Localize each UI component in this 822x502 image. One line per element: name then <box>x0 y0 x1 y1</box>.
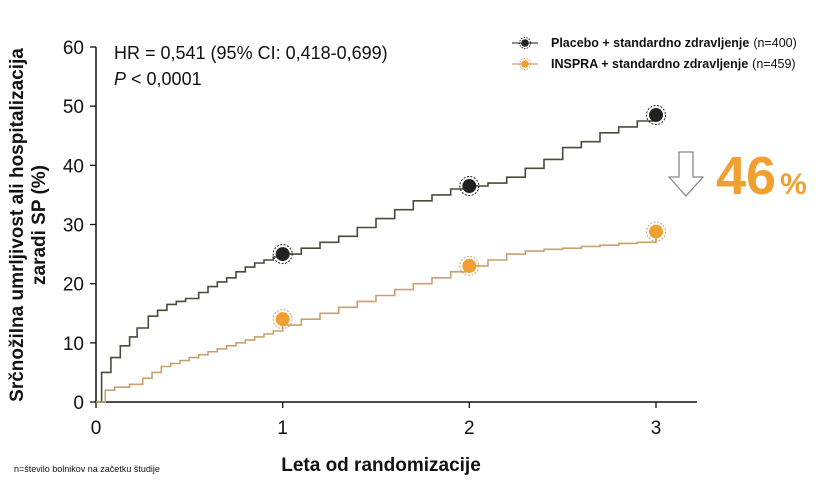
x-tick-label: 1 <box>277 418 288 439</box>
y-axis-title-line-2: zaradi SP (%) <box>29 165 50 285</box>
x-tick-label: 2 <box>464 418 475 439</box>
series-point-0 <box>462 179 477 194</box>
series-point-1 <box>649 224 663 239</box>
reduction-unit: % <box>780 168 807 201</box>
footnote: n=število bolnikov na začetku študije <box>14 464 160 474</box>
legend-item-placebo: Placebo + standardno zdravljenje (n=400) <box>512 36 797 50</box>
reduction-value: 46 <box>716 146 776 206</box>
axes <box>95 47 697 403</box>
y-tick-label: 50 <box>63 97 84 118</box>
legend-marker-inspra <box>519 58 531 70</box>
series-point-1 <box>462 258 477 273</box>
series-marker-ring-0 <box>646 105 666 126</box>
series-layer <box>96 105 666 403</box>
y-axis-title-line-1: Srčnožilna umrljivost ali hospitalizacij… <box>7 48 28 402</box>
reduction-callout: 46% <box>668 146 807 206</box>
series-marker-ring-1 <box>459 255 480 276</box>
arrow-down-icon <box>668 151 704 197</box>
legend-marker-placebo <box>519 37 531 49</box>
x-tick-label: 0 <box>91 418 102 439</box>
series-line-1 <box>96 231 657 403</box>
y-tick-label: 60 <box>63 38 84 59</box>
series-marker-ring-1 <box>272 309 293 330</box>
y-axis-title: Srčnožilna umrljivost ali hospitalizacij… <box>7 48 50 402</box>
x-axis-title: Leta od randomizacije <box>281 455 481 476</box>
y-ticks: 0 10 20 30 40 50 60 <box>63 38 96 414</box>
legend: Placebo + standardno zdravljenje (n=400) … <box>512 36 797 71</box>
series-point-1 <box>275 312 290 327</box>
series-marker-ring-1 <box>646 221 666 242</box>
p-value-text: P < 0,0001 <box>114 69 202 89</box>
legend-label-placebo: Placebo + standardno zdravljenje (n=400) <box>551 36 797 50</box>
series-point-0 <box>649 108 663 123</box>
y-tick-label: 10 <box>63 334 84 355</box>
x-tick-label: 3 <box>651 418 662 439</box>
series-marker-ring-0 <box>272 244 293 265</box>
y-tick-label: 20 <box>63 275 84 296</box>
series-point-0 <box>275 247 290 262</box>
series-marker-ring-0 <box>459 176 480 197</box>
legend-label-inspra: INSPRA + standardno zdravljenje (n=459) <box>551 57 796 71</box>
hazard-ratio-text: HR = 0,541 (95% CI: 0,418-0,699) <box>114 43 388 63</box>
y-tick-label: 30 <box>63 216 84 237</box>
reduction-percent: 46% <box>716 146 807 206</box>
x-ticks: 0 1 2 3 <box>91 402 662 439</box>
p-value: < 0,0001 <box>126 69 202 89</box>
p-symbol: P <box>114 69 126 89</box>
series-line-0 <box>96 115 657 403</box>
y-tick-label: 40 <box>63 156 84 177</box>
y-tick-label: 0 <box>73 393 84 414</box>
legend-item-inspra: INSPRA + standardno zdravljenje (n=459) <box>512 57 796 71</box>
